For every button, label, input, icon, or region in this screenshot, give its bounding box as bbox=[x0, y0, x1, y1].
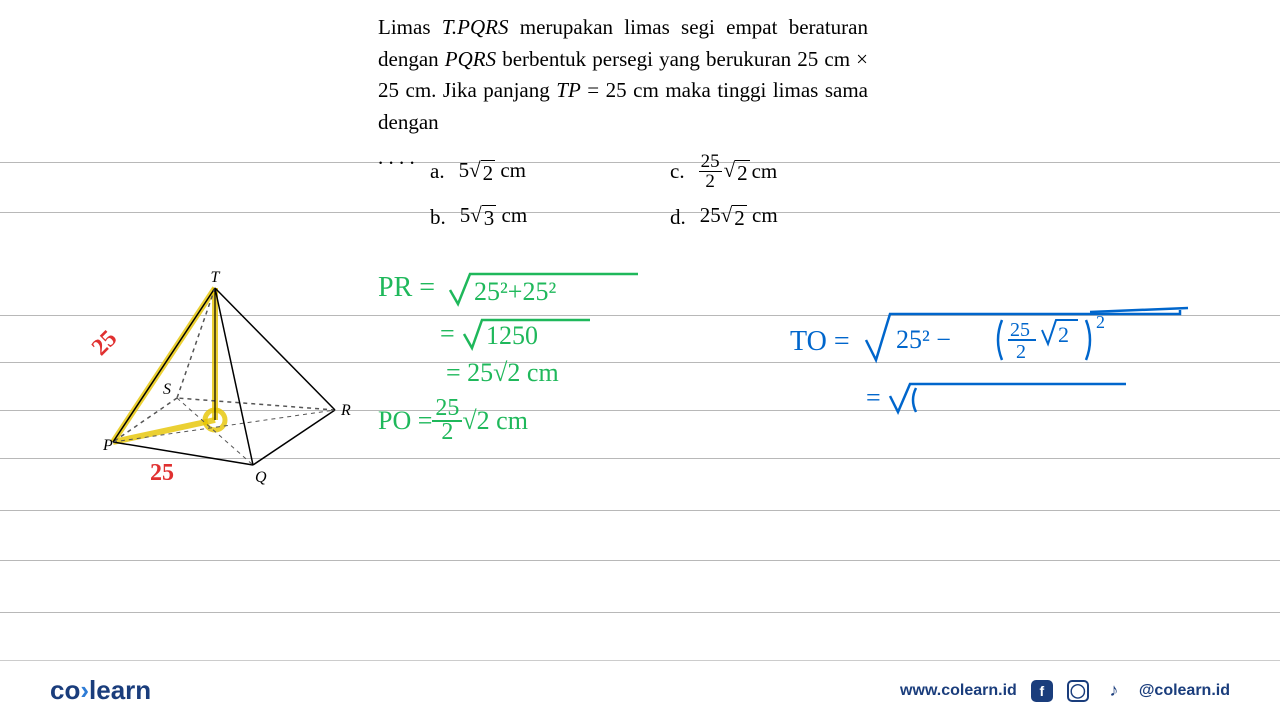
problem-text-2b: berbentuk persegi bbox=[496, 47, 653, 71]
svg-text:2: 2 bbox=[1016, 341, 1026, 363]
option-a-label: a. bbox=[430, 159, 445, 184]
option-a-rad: 2 bbox=[481, 160, 496, 186]
option-b-rad: 3 bbox=[482, 205, 497, 231]
option-d: d. 25√2 cm bbox=[670, 203, 850, 231]
pyramid-diagram: T P Q R S 25 25 bbox=[95, 270, 355, 490]
svg-text:25²+25²: 25²+25² bbox=[474, 277, 556, 306]
option-b: b. 5√3 cm bbox=[430, 203, 610, 231]
option-b-coef: 5 bbox=[460, 203, 471, 227]
option-b-label: b. bbox=[430, 205, 446, 230]
option-d-label: d. bbox=[670, 205, 686, 230]
colearn-logo: co›learn bbox=[50, 675, 151, 706]
answer-options: a. 5√2 cm c. 252√2 cm b. 5√3 cm d. 25√2 … bbox=[430, 152, 850, 243]
green-pr-step1: = 1250 bbox=[440, 314, 620, 361]
svg-text:=: = bbox=[866, 383, 881, 412]
vertex-r: R bbox=[340, 402, 351, 419]
option-a: a. 5√2 cm bbox=[430, 158, 610, 186]
footer: co›learn www.colearn.id f ◯ ♪ @colearn.i… bbox=[0, 660, 1280, 720]
footer-url: www.colearn.id bbox=[900, 682, 1017, 700]
annotation-pq: 25 bbox=[150, 460, 174, 487]
option-d-unit: cm bbox=[747, 203, 778, 227]
svg-text:25² −: 25² − bbox=[896, 325, 951, 354]
green-po-den: 2 bbox=[441, 422, 453, 444]
vertex-t: T bbox=[211, 270, 221, 286]
footer-handle: @colearn.id bbox=[1139, 682, 1230, 700]
green-po-tail: √2 cm bbox=[462, 406, 528, 436]
option-c-rad: 2 bbox=[735, 160, 750, 186]
problem-statement: Limas T.PQRS merupakan limas segi empat … bbox=[378, 12, 868, 174]
problem-text-1b: merupakan limas segi empat bbox=[508, 15, 777, 39]
option-c-num: 25 bbox=[699, 152, 722, 172]
facebook-icon: f bbox=[1031, 680, 1053, 702]
option-a-unit: cm bbox=[495, 158, 526, 182]
green-po-equation: PO = 25 2 √2 cm bbox=[378, 398, 528, 443]
problem-italic-2: PQRS bbox=[445, 47, 496, 71]
logo-part-a: co bbox=[50, 675, 80, 705]
svg-text:2: 2 bbox=[1096, 312, 1105, 332]
option-c-den: 2 bbox=[703, 172, 717, 191]
option-c: c. 252√2 cm bbox=[670, 152, 850, 191]
problem-italic-4: TP bbox=[556, 78, 581, 102]
footer-right: www.colearn.id f ◯ ♪ @colearn.id bbox=[900, 680, 1230, 702]
svg-text:25: 25 bbox=[1010, 319, 1030, 341]
blue-to-step2: = bbox=[866, 376, 1146, 427]
option-d-coef: 25 bbox=[700, 203, 721, 227]
green-po-lhs: PO = bbox=[378, 406, 432, 436]
logo-part-b: learn bbox=[89, 675, 151, 705]
problem-italic-1: T.PQRS bbox=[442, 15, 509, 39]
instagram-icon: ◯ bbox=[1067, 680, 1089, 702]
vertex-p: P bbox=[102, 437, 113, 454]
option-c-unit: cm bbox=[752, 159, 778, 184]
problem-text-1: Limas bbox=[378, 15, 442, 39]
option-d-rad: 2 bbox=[732, 205, 747, 231]
svg-text:TO =: TO = bbox=[790, 326, 850, 357]
option-b-unit: cm bbox=[496, 203, 527, 227]
green-pr-step2: = 25√2 cm bbox=[446, 358, 559, 388]
vertex-q: Q bbox=[255, 469, 267, 486]
option-a-coef: 5 bbox=[459, 158, 470, 182]
svg-text:2: 2 bbox=[1058, 322, 1069, 347]
tiktok-icon: ♪ bbox=[1103, 680, 1125, 702]
green-pr-equation: PR = 25²+25² bbox=[378, 266, 678, 310]
vertex-s: S bbox=[163, 381, 171, 398]
svg-text:1250: 1250 bbox=[486, 321, 538, 350]
svg-text:=: = bbox=[440, 319, 455, 348]
blue-to-equation: TO = 25² − 25 2 2 2 bbox=[790, 306, 1190, 383]
svg-text:PR =: PR = bbox=[378, 272, 435, 303]
option-c-label: c. bbox=[670, 159, 685, 184]
